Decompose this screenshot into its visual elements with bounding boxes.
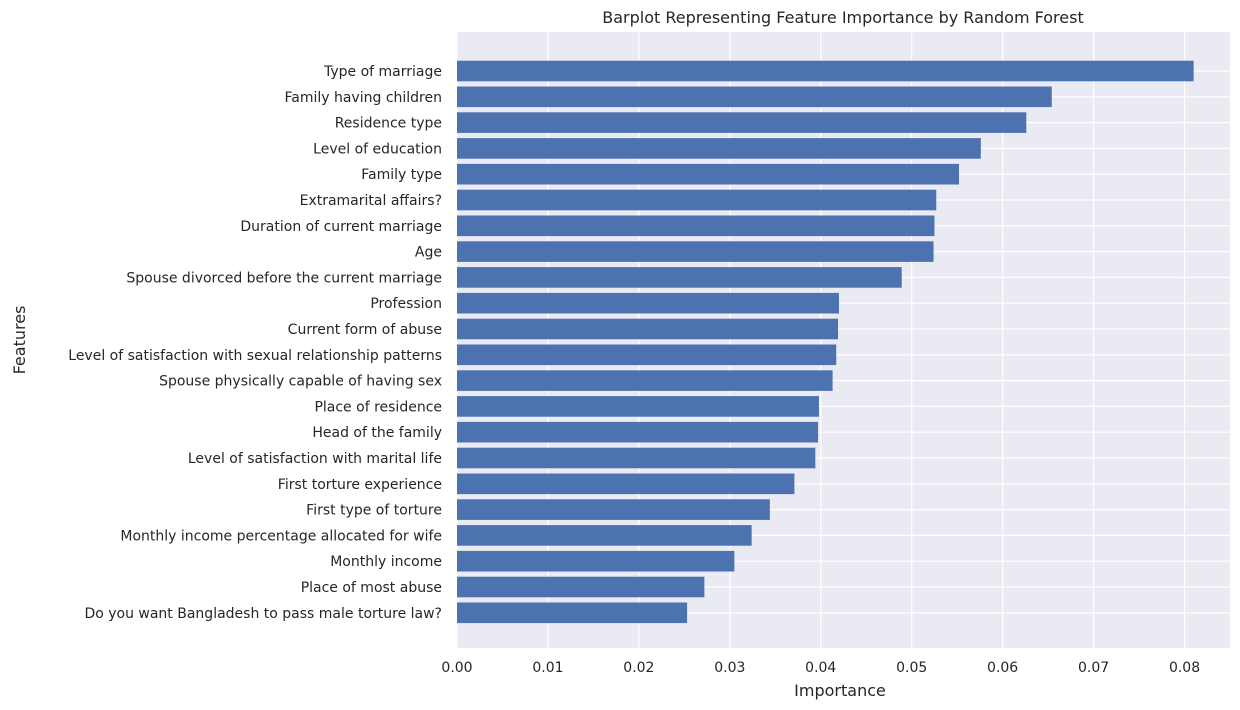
category-label: First torture experience bbox=[278, 477, 442, 493]
category-label: Head of the family bbox=[312, 425, 442, 441]
bar bbox=[457, 138, 981, 159]
category-label: Profession bbox=[370, 296, 442, 312]
category-label: Current form of abuse bbox=[288, 322, 442, 338]
category-label: Residence type bbox=[335, 116, 442, 132]
bar bbox=[457, 576, 705, 598]
category-labels: Type of marriage Family having children Re… bbox=[68, 64, 442, 622]
x-tick-label: 0.03 bbox=[714, 660, 745, 676]
category-label: Spouse divorced before the current marri… bbox=[126, 270, 442, 286]
category-label: Level of satisfaction with marital life bbox=[188, 451, 442, 467]
bar bbox=[457, 86, 1052, 108]
y-axis-label: Features bbox=[10, 306, 29, 375]
bar bbox=[457, 602, 688, 624]
x-tick-label: 0.01 bbox=[532, 660, 563, 676]
x-tick-label: 0.08 bbox=[1169, 660, 1200, 676]
bar bbox=[457, 215, 935, 237]
category-label: Level of education bbox=[313, 141, 442, 157]
x-tick-label: 0.00 bbox=[441, 660, 472, 676]
bars-layer bbox=[457, 60, 1194, 624]
bar bbox=[457, 421, 819, 443]
category-label: Age bbox=[415, 245, 442, 261]
category-label: Monthly income percentage allocated for … bbox=[120, 528, 442, 544]
category-label: Duration of current marriage bbox=[240, 219, 442, 235]
x-tick-label: 0.04 bbox=[805, 660, 836, 676]
bar bbox=[457, 318, 839, 340]
bar bbox=[457, 163, 959, 185]
x-tick-labels: 0.00 0.01 0.02 0.03 0.04 0.05 0.06 0.07 0.08 bbox=[441, 660, 1200, 676]
bar bbox=[457, 292, 839, 314]
x-tick-label: 0.05 bbox=[896, 660, 927, 676]
bar bbox=[457, 396, 819, 417]
category-label: Place of most abuse bbox=[301, 580, 442, 596]
category-label: Type of marriage bbox=[323, 64, 442, 80]
bar bbox=[457, 447, 816, 469]
bar bbox=[457, 473, 795, 495]
bar bbox=[457, 344, 837, 366]
bar bbox=[457, 550, 735, 572]
category-label: Monthly income bbox=[330, 554, 442, 570]
category-label: First type of torture bbox=[306, 503, 442, 519]
bar bbox=[457, 60, 1194, 82]
bar bbox=[457, 189, 937, 211]
x-tick-label: 0.06 bbox=[987, 660, 1018, 676]
category-label: Family having children bbox=[284, 90, 442, 106]
x-tick-label: 0.02 bbox=[623, 660, 654, 676]
bar bbox=[457, 241, 934, 262]
bar bbox=[457, 499, 770, 520]
category-label: Extramarital affairs? bbox=[300, 193, 442, 209]
category-label: Family type bbox=[361, 167, 442, 183]
x-axis-label: Importance bbox=[794, 681, 886, 700]
bar bbox=[457, 370, 833, 391]
category-label: Level of satisfaction with sexual relati… bbox=[68, 348, 442, 364]
category-label: Do you want Bangladesh to pass male tort… bbox=[84, 606, 442, 622]
bar bbox=[457, 112, 1027, 133]
bar bbox=[457, 267, 902, 288]
bar bbox=[457, 525, 752, 546]
category-label: Spouse physically capable of having sex bbox=[159, 374, 442, 390]
chart-title: Barplot Representing Feature Importance … bbox=[602, 8, 1083, 27]
category-label: Place of residence bbox=[314, 399, 442, 415]
x-tick-label: 0.07 bbox=[1078, 660, 1109, 676]
